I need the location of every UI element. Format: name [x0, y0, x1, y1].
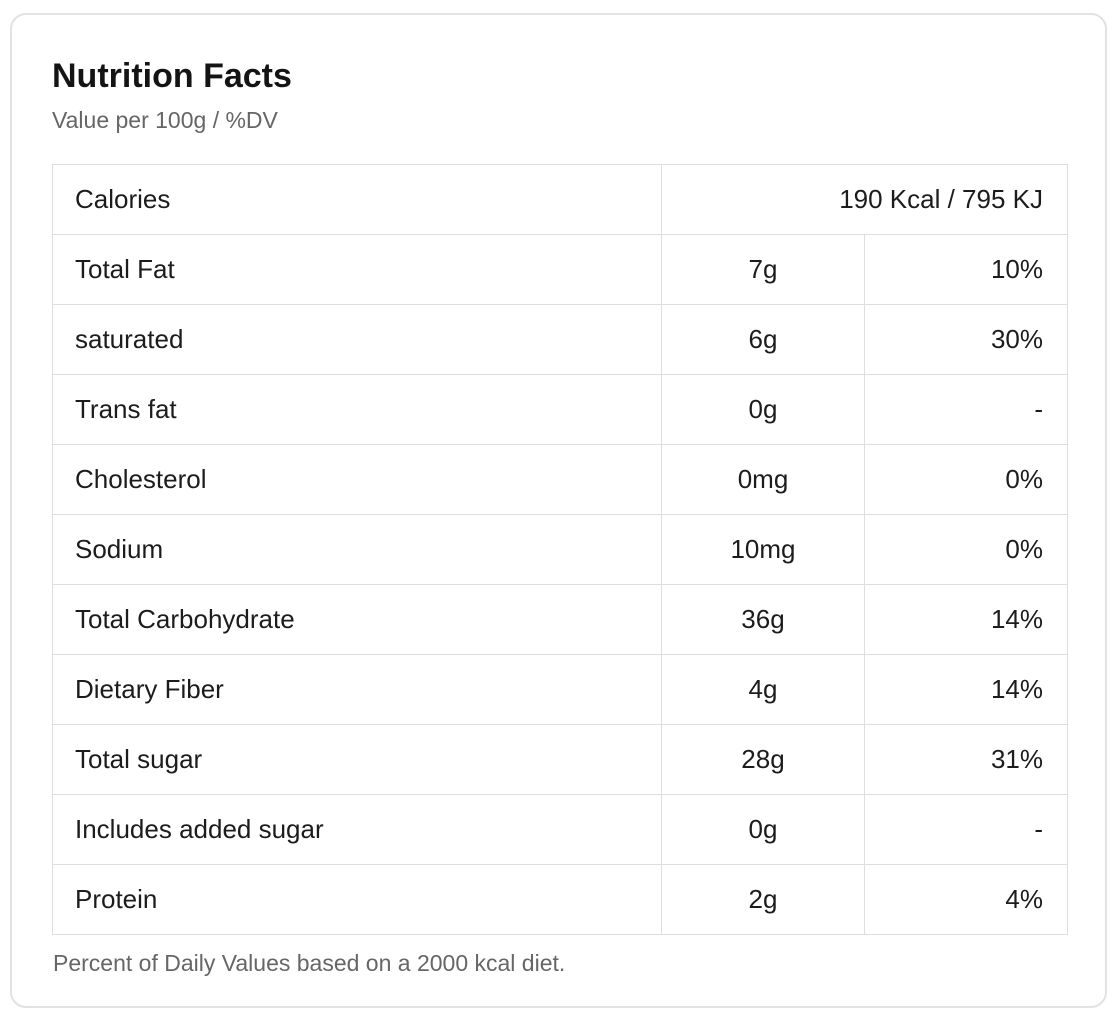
nutrient-dv: 10% — [864, 233, 1068, 305]
nutrient-label: Total Fat — [52, 233, 662, 305]
nutrient-amount: 7g — [661, 233, 865, 305]
calories-row: Calories 190 Kcal / 795 KJ — [52, 163, 1068, 235]
nutrient-row: Dietary Fiber 4g 14% — [52, 653, 1068, 725]
nutrition-facts-card: Nutrition Facts Value per 100g / %DV Cal… — [10, 13, 1107, 1008]
nutrient-row: saturated 6g 30% — [52, 303, 1068, 375]
nutrient-label: saturated — [52, 303, 662, 375]
nutrient-label: Total Carbohydrate — [52, 583, 662, 655]
nutrient-row: Total Fat 7g 10% — [52, 233, 1068, 305]
card-subtitle: Value per 100g / %DV — [52, 107, 278, 134]
nutrient-dv: 14% — [864, 583, 1068, 655]
nutrient-row: Trans fat 0g - — [52, 373, 1068, 445]
nutrient-dv: 14% — [864, 653, 1068, 725]
nutrient-label: Cholesterol — [52, 443, 662, 515]
nutrient-amount: 36g — [661, 583, 865, 655]
nutrient-amount: 0mg — [661, 443, 865, 515]
nutrient-dv: - — [864, 793, 1068, 865]
nutrient-label: Dietary Fiber — [52, 653, 662, 725]
calories-value: 190 Kcal / 795 KJ — [661, 163, 1068, 235]
nutrient-amount: 28g — [661, 723, 865, 795]
nutrient-amount: 0g — [661, 373, 865, 445]
nutrition-table: Calories 190 Kcal / 795 KJ Total Fat 7g 10… — [52, 163, 1068, 935]
nutrient-amount: 10mg — [661, 513, 865, 585]
nutrient-row: Includes added sugar 0g - — [52, 793, 1068, 865]
nutrient-label: Includes added sugar — [52, 793, 662, 865]
nutrient-label: Sodium — [52, 513, 662, 585]
nutrient-amount: 4g — [661, 653, 865, 725]
nutrient-row: Total Carbohydrate 36g 14% — [52, 583, 1068, 655]
nutrient-amount: 6g — [661, 303, 865, 375]
card-title: Nutrition Facts — [52, 57, 292, 95]
calories-label: Calories — [52, 163, 662, 235]
nutrient-row: Cholesterol 0mg 0% — [52, 443, 1068, 515]
footnote: Percent of Daily Values based on a 2000 … — [53, 949, 566, 976]
nutrient-dv: 4% — [864, 863, 1068, 935]
nutrient-row: Total sugar 28g 31% — [52, 723, 1068, 795]
nutrient-amount: 0g — [661, 793, 865, 865]
nutrient-row: Protein 2g 4% — [52, 863, 1068, 935]
nutrient-dv: 0% — [864, 513, 1068, 585]
nutrient-label: Protein — [52, 863, 662, 935]
nutrient-amount: 2g — [661, 863, 865, 935]
nutrient-dv: 30% — [864, 303, 1068, 375]
nutrient-dv: - — [864, 373, 1068, 445]
nutrient-label: Total sugar — [52, 723, 662, 795]
nutrient-dv: 0% — [864, 443, 1068, 515]
nutrient-row: Sodium 10mg 0% — [52, 513, 1068, 585]
nutrient-dv: 31% — [864, 723, 1068, 795]
nutrient-label: Trans fat — [52, 373, 662, 445]
